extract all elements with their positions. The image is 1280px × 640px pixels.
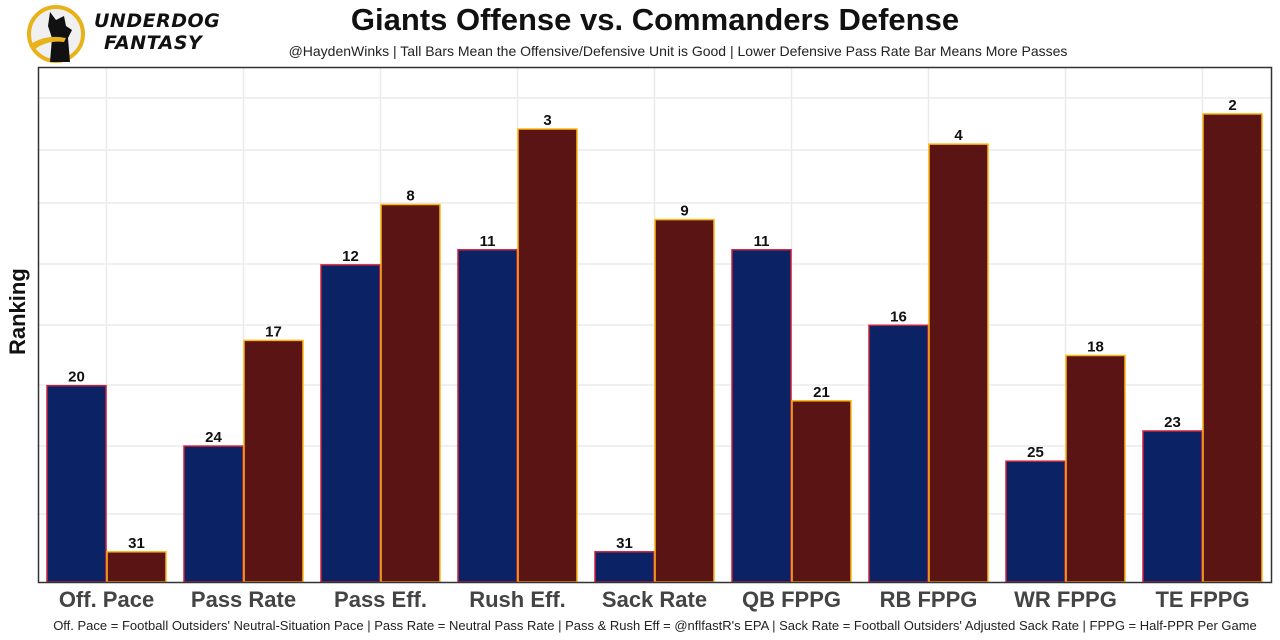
data-labels: 20 24 12 11 31 11 16 25 23 31 17 8 3 9 21 4 18 2: [68, 97, 1237, 552]
x-tick-label: WR FPPG: [1014, 587, 1117, 612]
data-label: 8: [406, 188, 414, 205]
x-tick-label: TE FPPG: [1155, 587, 1249, 612]
commanders-defense-bar: [1065, 354, 1126, 583]
x-tick-label: Sack Rate: [602, 587, 707, 612]
bars: [46, 113, 1263, 583]
x-tick-label: RB FPPG: [880, 587, 978, 612]
data-label: 11: [754, 233, 770, 250]
data-label: 12: [342, 248, 359, 265]
data-label: 24: [205, 429, 222, 446]
data-label: 18: [1087, 339, 1104, 356]
data-label: 21: [813, 384, 830, 401]
data-label: 11: [480, 233, 496, 250]
x-tick-label: Pass Rate: [191, 587, 296, 612]
giants-offense-bar: [1142, 430, 1203, 583]
x-tick-label: Pass Eff.: [334, 587, 427, 612]
data-label: 23: [1164, 414, 1181, 431]
giants-offense-bar: [868, 324, 929, 583]
data-label: 31: [128, 535, 145, 552]
data-label: 3: [543, 112, 551, 129]
commanders-defense-bar: [654, 218, 715, 583]
x-tick-label: Rush Eff.: [469, 587, 566, 612]
giants-offense-bar: [320, 264, 381, 583]
brand-line-1: UNDERDOG: [94, 10, 221, 32]
underdog-dog-logo-icon: [27, 5, 85, 63]
data-label: 17: [265, 323, 282, 340]
brand-line-2: FANTASY: [104, 32, 203, 54]
data-label: 2: [1228, 97, 1236, 114]
data-label: 31: [616, 535, 633, 552]
giants-offense-bar: [731, 249, 792, 583]
data-label: 4: [954, 127, 963, 144]
underdog-fantasy-brand: UNDERDOG FANTASY: [94, 10, 220, 54]
commanders-defense-bar: [243, 339, 304, 583]
commanders-defense-bar: [106, 551, 167, 583]
data-label: 20: [68, 369, 85, 386]
commanders-defense-bar: [1202, 113, 1263, 583]
commanders-defense-bar: [791, 400, 852, 583]
x-tick-labels: Off. Pace Pass Rate Pass Eff. Rush Eff. Sack…: [59, 587, 1250, 612]
commanders-defense-bar: [928, 143, 989, 583]
data-label: 25: [1027, 444, 1044, 461]
commanders-defense-bar: [380, 203, 441, 583]
data-label: 9: [680, 203, 688, 220]
chart-title: Giants Offense vs. Commanders Defense: [350, 2, 960, 37]
giants-offense-bar: [594, 551, 655, 583]
chart-subtitle: @HaydenWinks | Tall Bars Mean the Offens…: [288, 43, 1068, 59]
giants-offense-bar: [457, 249, 518, 583]
giants-offense-bar: [1005, 460, 1066, 583]
x-tick-label: Off. Pace: [59, 587, 154, 612]
chart-caption: Off. Pace = Football Outsiders' Neutral-…: [53, 618, 1257, 633]
giants-offense-bar: [183, 445, 244, 583]
x-tick-label: QB FPPG: [742, 587, 841, 612]
giants-offense-bar: [46, 384, 107, 583]
plot-border: [37, 66, 1273, 584]
data-label: 16: [890, 308, 907, 325]
commanders-defense-bar: [517, 128, 578, 583]
